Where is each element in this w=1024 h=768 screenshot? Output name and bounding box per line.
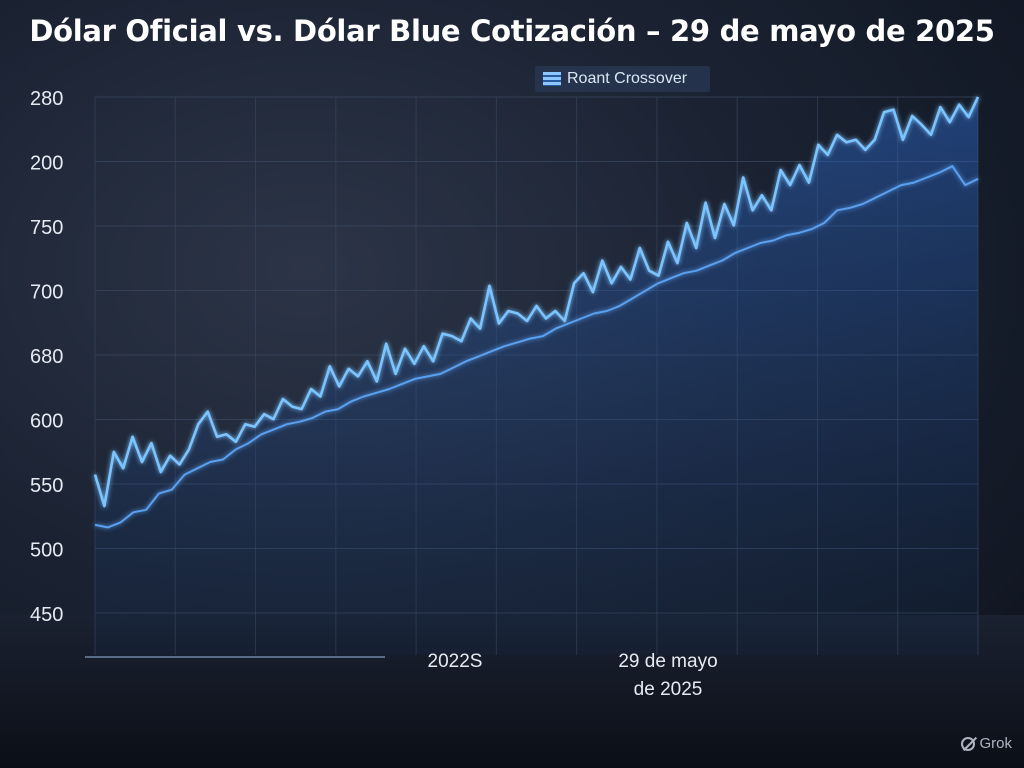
chart-title: Dólar Oficial vs. Dólar Blue Cotización … bbox=[29, 14, 995, 48]
x-axis-ticks: 2022S 29 de mayo de 2025 bbox=[428, 651, 718, 700]
series-lines bbox=[93, 96, 980, 529]
series-line-0 bbox=[93, 96, 980, 508]
y-tick-label: 680 bbox=[30, 346, 63, 368]
grok-logo-icon bbox=[961, 736, 976, 751]
x-tick-label: 2022S bbox=[428, 651, 483, 672]
watermark-text: Grok bbox=[979, 735, 1012, 752]
watermark: Grok bbox=[961, 735, 1012, 752]
chart-legend: Roant Crossover bbox=[535, 66, 710, 92]
y-tick-label: 200 bbox=[30, 153, 63, 175]
series-areas bbox=[95, 97, 978, 655]
x-tick-label: de 2025 bbox=[634, 679, 703, 700]
y-tick-label: 280 bbox=[30, 88, 63, 110]
y-tick-label: 450 bbox=[30, 604, 63, 626]
y-tick-label: 750 bbox=[30, 217, 63, 239]
x-tick-label: 29 de mayo bbox=[618, 651, 717, 672]
series-line-1 bbox=[94, 165, 979, 529]
y-axis-ticks: 280 200 750 700 680 600 550 500 450 bbox=[30, 88, 63, 626]
legend-label: Roant Crossover bbox=[567, 70, 688, 87]
y-tick-label: 550 bbox=[30, 475, 63, 497]
y-tick-label: 500 bbox=[30, 540, 63, 562]
y-tick-label: 700 bbox=[30, 282, 63, 304]
series-area-0 bbox=[95, 97, 978, 655]
y-tick-label: 600 bbox=[30, 411, 63, 433]
legend-swatch-icon bbox=[543, 72, 561, 86]
